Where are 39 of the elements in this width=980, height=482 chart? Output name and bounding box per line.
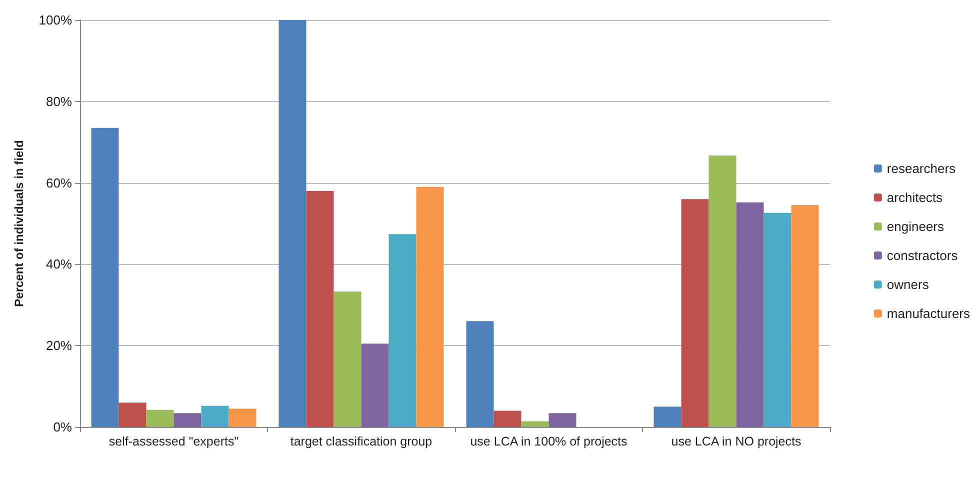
legend-label: researchers [886, 161, 956, 176]
bar [201, 406, 229, 427]
legend-label: architects [886, 190, 944, 205]
bar [416, 186, 444, 427]
y-tick-label: 20% [46, 338, 72, 354]
bar [146, 410, 174, 427]
bar [521, 421, 549, 427]
bar [228, 408, 256, 427]
bar [91, 128, 119, 427]
x-tick-label: use LCA in 100% of projects [470, 434, 628, 448]
bar [494, 410, 522, 427]
bar [306, 190, 334, 427]
x-tick-label: self-assessed "experts" [108, 434, 239, 448]
bar [708, 156, 736, 427]
y-tick-label: 0% [53, 420, 72, 434]
legend-label: owners [886, 277, 930, 292]
y-tick-label: 100% [38, 12, 72, 28]
y-tick-label: 80% [46, 94, 72, 109]
bar [466, 321, 494, 427]
bar [388, 234, 416, 427]
legend-label: constractors [886, 248, 958, 263]
bar [278, 20, 306, 427]
bar [764, 212, 792, 427]
bar [736, 202, 764, 427]
bar [654, 406, 682, 427]
bar [118, 402, 146, 427]
y-axis-title: Percent of individuals in field [12, 140, 26, 307]
bar [548, 413, 576, 427]
bar [334, 291, 362, 427]
legend-label: engineers [886, 219, 945, 234]
x-tick-label: use LCA in NO projects [671, 434, 802, 448]
bar [174, 413, 202, 427]
bar [791, 205, 819, 427]
bar [681, 199, 709, 427]
bar [361, 344, 389, 427]
y-tick-label: 40% [46, 256, 72, 272]
x-tick-label: target classification group [290, 434, 432, 448]
y-tick-label: 60% [46, 175, 72, 190]
legend-label: manufacturers [886, 306, 970, 321]
